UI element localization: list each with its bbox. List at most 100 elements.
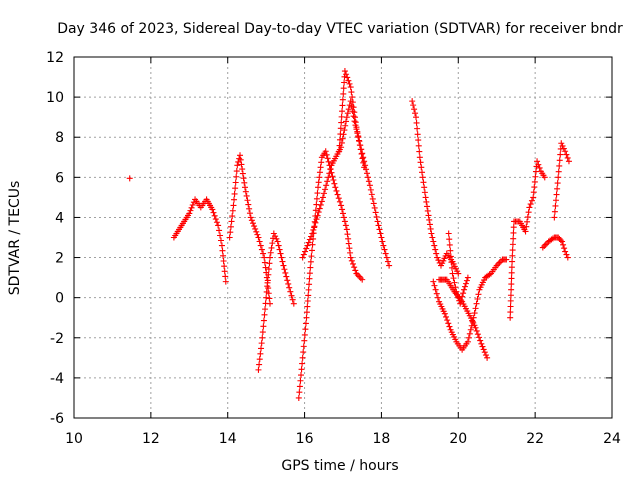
data-point bbox=[507, 292, 514, 299]
data-point bbox=[378, 234, 385, 241]
data-point bbox=[303, 245, 310, 252]
data-point bbox=[477, 337, 484, 344]
data-point bbox=[496, 259, 503, 266]
data-point bbox=[549, 235, 556, 242]
data-point bbox=[355, 133, 362, 140]
data-point bbox=[219, 247, 226, 254]
data-point bbox=[299, 254, 306, 261]
data-point bbox=[313, 216, 320, 223]
data-point bbox=[313, 195, 320, 202]
data-point bbox=[217, 237, 224, 244]
data-point bbox=[421, 184, 428, 191]
data-point bbox=[343, 71, 350, 78]
data-point bbox=[510, 224, 517, 231]
data-point bbox=[509, 258, 516, 265]
data-point bbox=[446, 241, 453, 248]
data-point bbox=[233, 173, 240, 180]
data-point bbox=[304, 242, 311, 249]
data-point bbox=[216, 227, 223, 234]
data-point bbox=[556, 162, 563, 169]
data-point bbox=[526, 204, 533, 211]
data-point bbox=[495, 261, 502, 268]
data-point bbox=[528, 197, 535, 204]
data-point bbox=[282, 269, 289, 276]
grid-layer bbox=[74, 57, 612, 418]
data-point bbox=[266, 295, 273, 302]
data-point bbox=[345, 77, 352, 84]
data-point bbox=[352, 119, 359, 126]
data-point bbox=[551, 214, 558, 221]
data-point bbox=[498, 258, 505, 265]
data-point bbox=[530, 189, 537, 196]
data-point bbox=[340, 214, 347, 221]
data-point bbox=[557, 237, 564, 244]
data-point bbox=[299, 360, 306, 367]
series-track-02 bbox=[170, 196, 229, 285]
data-point bbox=[350, 113, 357, 120]
data-point bbox=[221, 263, 228, 270]
series-track-10 bbox=[436, 276, 491, 361]
data-point bbox=[257, 350, 264, 357]
data-point bbox=[326, 170, 333, 177]
data-point bbox=[220, 252, 227, 259]
data-point bbox=[368, 191, 375, 198]
data-point bbox=[447, 247, 454, 254]
data-point bbox=[463, 277, 470, 284]
data-point bbox=[415, 137, 422, 144]
data-point bbox=[306, 275, 313, 282]
data-point bbox=[336, 142, 343, 149]
data-point bbox=[336, 148, 343, 155]
data-point bbox=[272, 233, 279, 240]
data-point bbox=[255, 234, 262, 241]
series-track-04 bbox=[255, 230, 297, 373]
data-point bbox=[232, 179, 239, 186]
data-point bbox=[433, 290, 440, 297]
data-point bbox=[229, 207, 236, 214]
data-point bbox=[246, 210, 253, 217]
data-point bbox=[480, 346, 487, 353]
data-point bbox=[373, 213, 380, 220]
data-point bbox=[415, 142, 422, 149]
data-point bbox=[465, 334, 472, 341]
data-point bbox=[256, 361, 263, 368]
data-point bbox=[426, 221, 433, 228]
data-point bbox=[268, 244, 275, 251]
data-point bbox=[300, 251, 307, 258]
data-point bbox=[298, 372, 305, 379]
data-point bbox=[298, 366, 305, 373]
data-point bbox=[187, 207, 194, 214]
data-point bbox=[239, 170, 246, 177]
data-point bbox=[360, 154, 367, 161]
data-point bbox=[309, 241, 316, 248]
data-point bbox=[420, 179, 427, 186]
y-tick-label: -6 bbox=[50, 411, 64, 427]
data-point bbox=[536, 164, 543, 171]
data-point bbox=[458, 297, 465, 304]
data-point bbox=[267, 249, 274, 256]
data-point bbox=[562, 248, 569, 255]
data-point bbox=[342, 122, 349, 129]
data-point bbox=[240, 175, 247, 182]
data-point bbox=[416, 154, 423, 161]
data-point bbox=[366, 182, 373, 189]
y-axis-title: SDTVAR / TECUs bbox=[7, 181, 23, 296]
data-point bbox=[237, 152, 244, 159]
y-tick-label: 12 bbox=[46, 50, 64, 66]
data-point bbox=[481, 349, 488, 356]
data-point bbox=[308, 233, 315, 240]
data-point bbox=[336, 198, 343, 205]
y-tick-label: 6 bbox=[55, 170, 64, 186]
data-point bbox=[281, 266, 288, 273]
data-point bbox=[510, 229, 517, 236]
data-point bbox=[448, 259, 455, 266]
data-point bbox=[359, 276, 366, 283]
data-point bbox=[462, 283, 469, 290]
data-point bbox=[455, 270, 462, 277]
data-point bbox=[189, 202, 196, 209]
data-point bbox=[220, 257, 227, 264]
data-point bbox=[432, 246, 439, 253]
series-track-11 bbox=[445, 230, 471, 307]
data-point bbox=[126, 175, 133, 182]
data-point bbox=[233, 168, 240, 175]
